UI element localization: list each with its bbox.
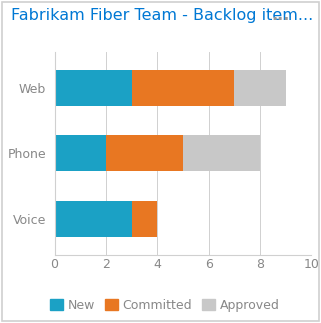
- Bar: [55, 70, 132, 106]
- Bar: [106, 135, 183, 172]
- Text: Fabrikam Fiber Team - Backlog item...: Fabrikam Fiber Team - Backlog item...: [11, 8, 313, 23]
- Text: ...: ...: [272, 8, 290, 23]
- Legend: New, Committed, Approved: New, Committed, Approved: [45, 294, 285, 317]
- Bar: [55, 201, 132, 237]
- Bar: [132, 70, 234, 106]
- Bar: [55, 135, 106, 172]
- Bar: [132, 201, 157, 237]
- Bar: [183, 135, 260, 172]
- Bar: [234, 70, 286, 106]
